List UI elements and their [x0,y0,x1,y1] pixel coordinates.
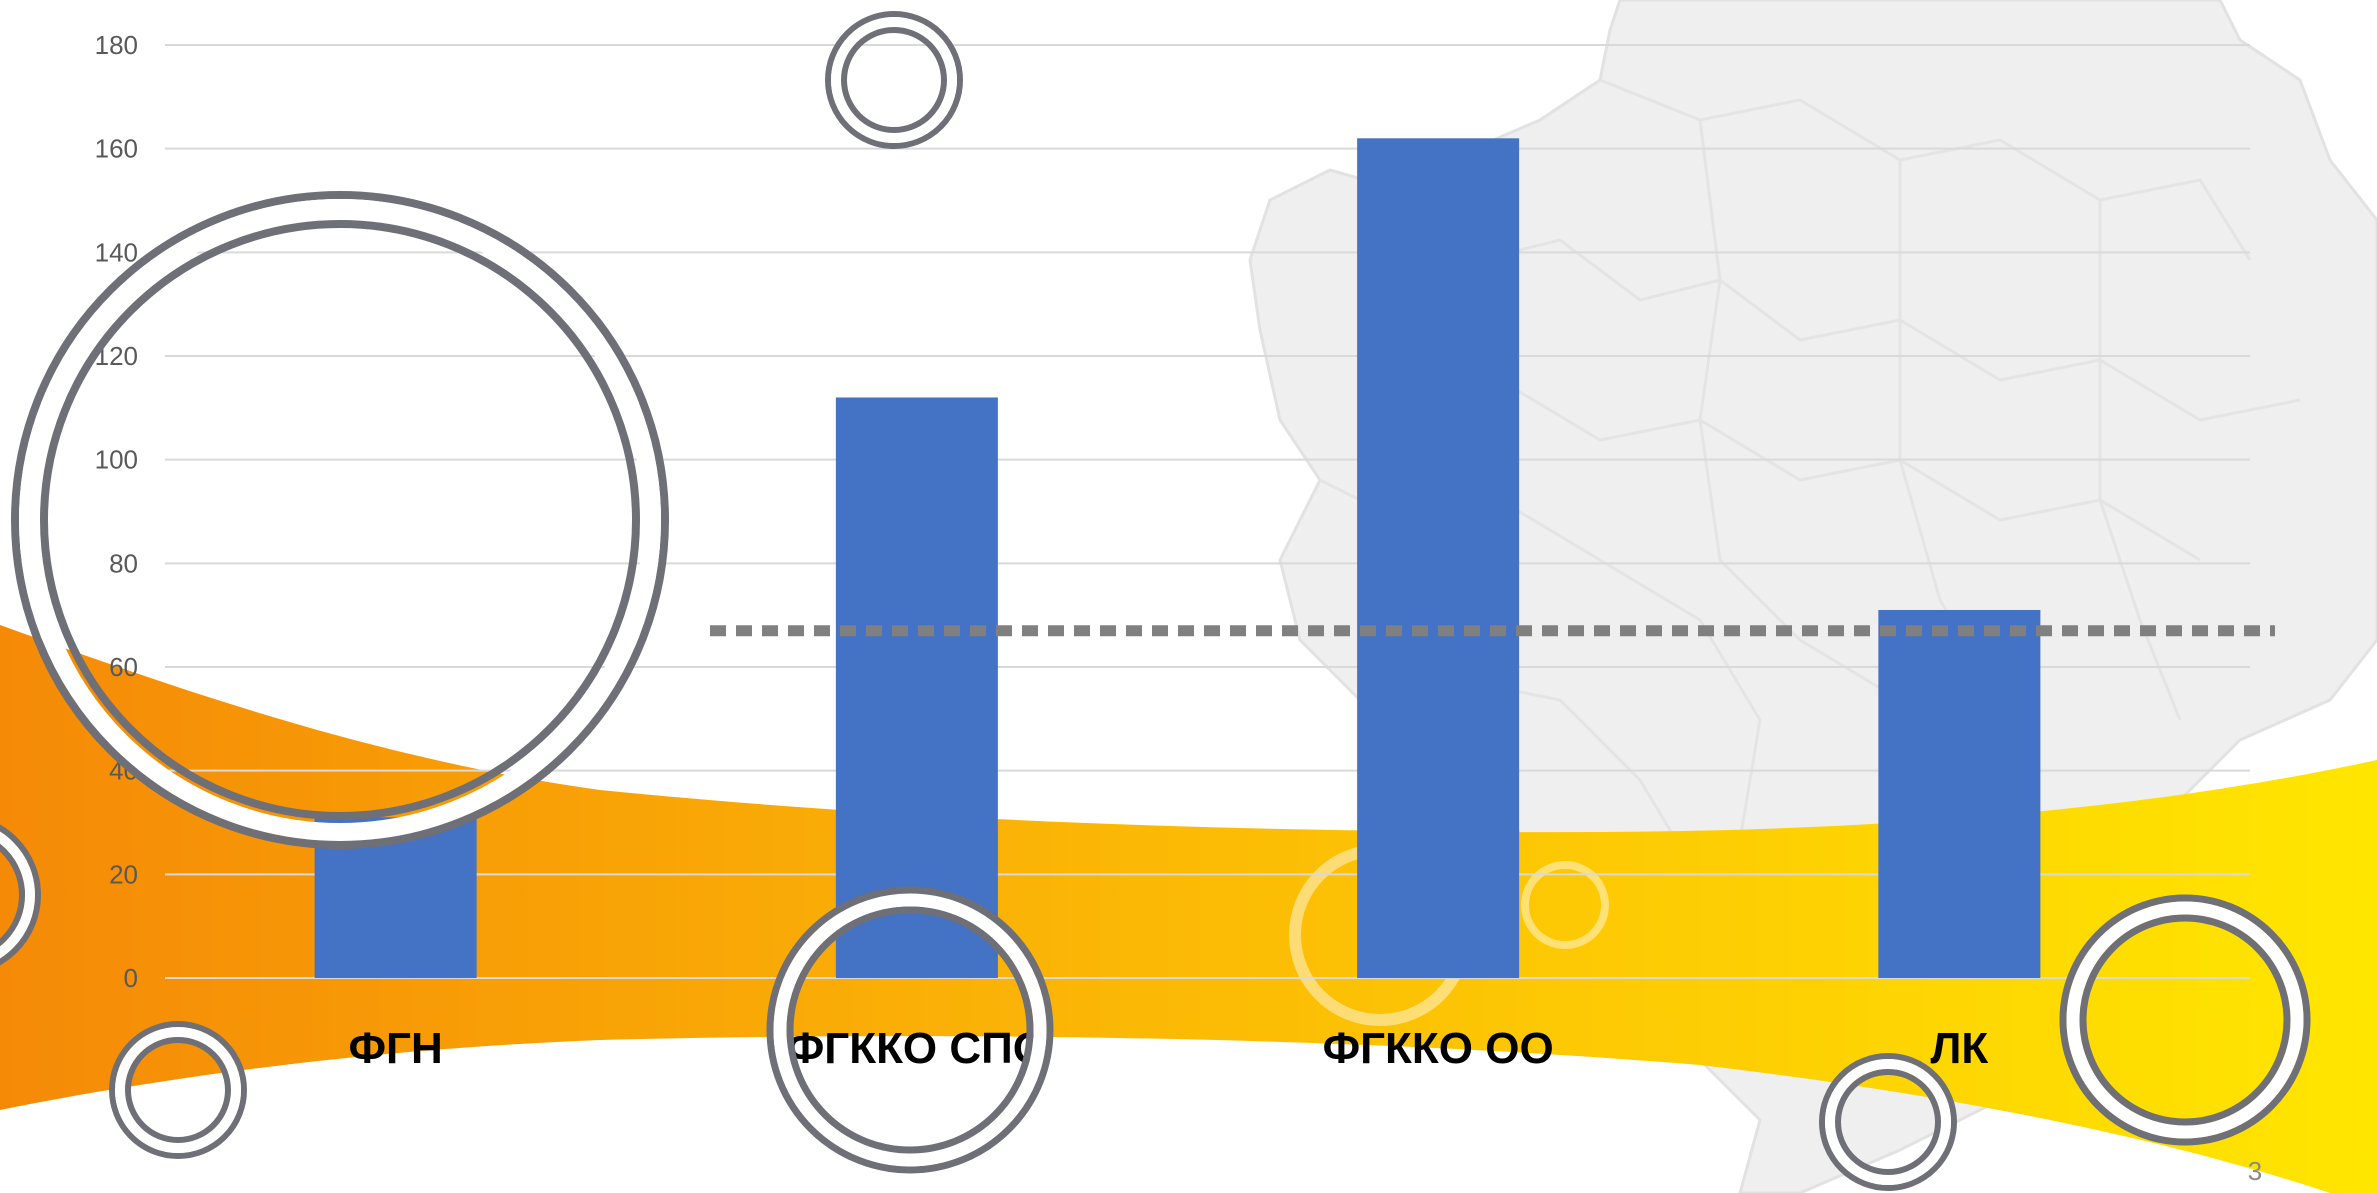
ring-decoration-top [825,11,963,149]
category-label: ЛК [1931,1024,1989,1073]
ring-decoration-large [11,191,669,849]
ring-decoration-bottom-left [109,1021,247,1159]
ring-decoration-bottom-right [2059,894,2311,1146]
category-label: ФГККО ОО [1323,1024,1554,1073]
y-tick-label: 100 [95,445,138,475]
y-tick-label: 140 [95,237,138,267]
bar [835,397,998,978]
ring-decorations [0,11,2311,1191]
ring-decoration-left-edge [0,824,41,966]
ring-decoration-bottom-center [766,886,1054,1174]
y-tick-label: 60 [109,652,138,682]
decorative-wave-band [0,625,2377,1193]
x-axis-category-labels: ФГН ФГККО СПО ФГККО ОО ЛК [348,1024,1988,1073]
category-label: ФГККО СПО [787,1024,1047,1073]
bar [1357,138,1520,979]
category-label: ФГН [348,1024,442,1073]
bars [314,138,2041,979]
y-tick-label: 180 [95,30,138,60]
y-tick-label: 160 [95,134,138,164]
y-tick-label: 20 [109,859,138,889]
page-number: 3 [2248,1156,2262,1186]
ring-decoration-bottom-right-small [1819,1053,1957,1191]
y-tick-label: 80 [109,548,138,578]
y-tick-label: 0 [124,963,138,993]
bar [1878,609,2041,978]
